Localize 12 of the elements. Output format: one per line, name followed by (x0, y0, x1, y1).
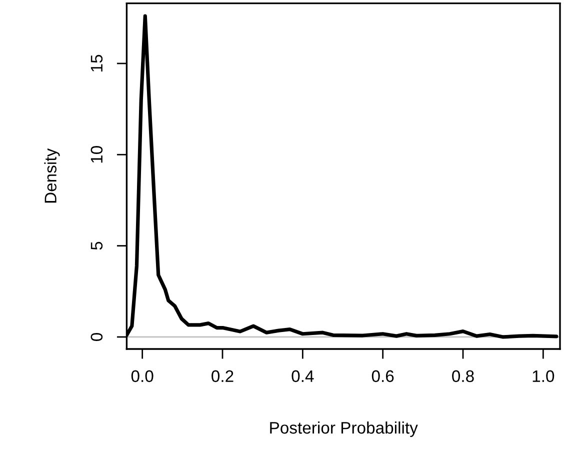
x-tick-label: 0.6 (372, 370, 394, 382)
x-tick-label: 0.4 (292, 370, 314, 382)
x-tick-label: 0.2 (212, 370, 234, 382)
x-tick-label: 0.8 (452, 370, 474, 382)
x-tick-label: 1.0 (532, 370, 554, 382)
x-tick-label: 0.0 (131, 370, 154, 382)
y-tick-label: 0 (90, 332, 103, 341)
y-tick-label: 5 (90, 242, 103, 250)
y-axis-title: Density (44, 148, 60, 203)
x-axis-title: Posterior Probability (270, 421, 418, 438)
y-tick-label: 15 (90, 54, 103, 72)
y-tick-label: 10 (90, 146, 103, 163)
